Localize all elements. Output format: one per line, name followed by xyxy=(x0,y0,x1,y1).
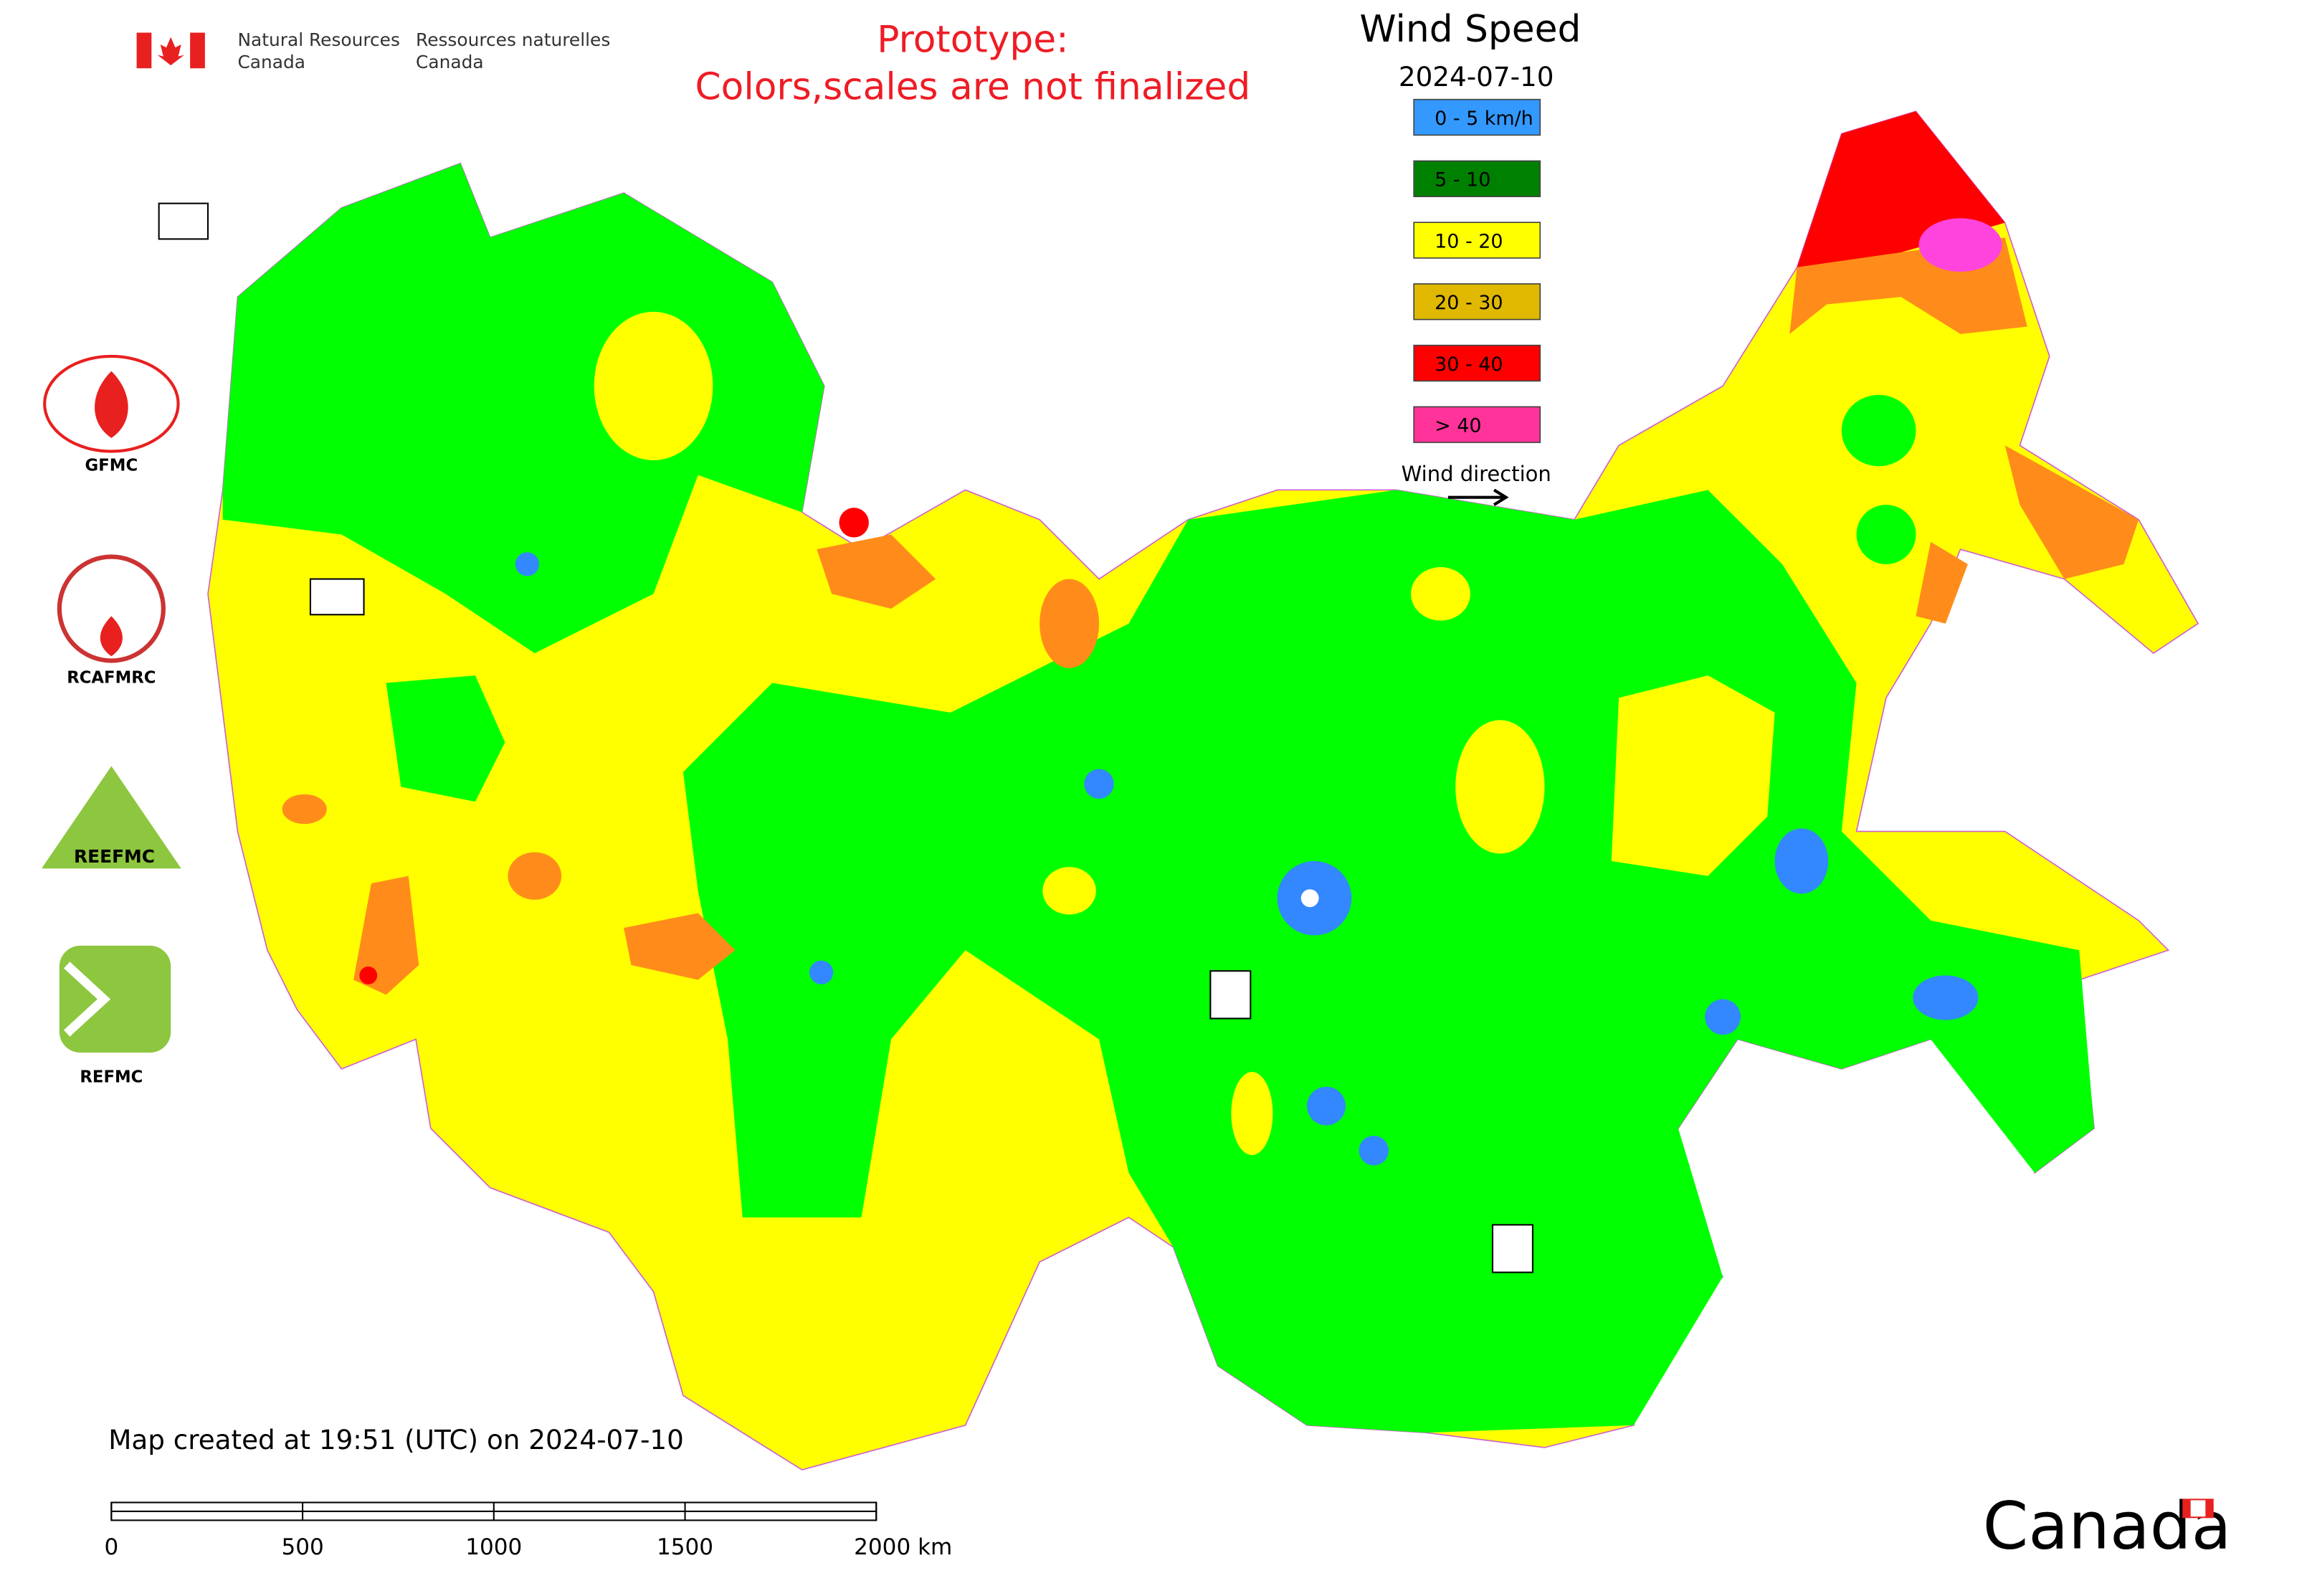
map-logo xyxy=(309,578,365,616)
legend-label: > 40 xyxy=(1435,415,1481,437)
dept-fr: Canada xyxy=(416,52,484,72)
legend: 0 - 5 km/h 5 - 10 10 - 20 20 - 30 30 - 40 > 4… xyxy=(1413,98,1541,443)
flag-bar xyxy=(190,32,205,69)
logo-label: REFMC xyxy=(80,1068,143,1087)
zone-blue xyxy=(1913,975,1979,1020)
nrcan-signature: Natural Resources Canada Ressources natu… xyxy=(136,29,610,72)
zone-yellow xyxy=(1411,567,1470,621)
wind-arrow xyxy=(1447,488,1509,506)
map-logo xyxy=(1209,970,1252,1020)
legend-date: 2024-07-10 xyxy=(1399,61,1554,92)
map-logo xyxy=(158,202,209,240)
legend-label: 10 - 20 xyxy=(1435,230,1503,252)
side-logos: GFMC RCAFMRC REEFMC REFMC xyxy=(42,354,181,1087)
scale-label: 500 xyxy=(281,1534,323,1560)
created-note: Map created at 19:51 (UTC) on 2024-07-10 xyxy=(108,1424,684,1455)
logo-flame xyxy=(100,616,123,657)
zone-yellow xyxy=(1042,867,1096,915)
logo-rcafmrc xyxy=(57,554,166,663)
notice: Colors,scales are not finalized xyxy=(695,66,1251,109)
zone-blue xyxy=(1705,999,1741,1035)
zone-orange xyxy=(1916,541,1968,624)
scale-label: 1000 xyxy=(465,1534,522,1560)
logo-reefmc xyxy=(42,766,181,869)
zone-magenta xyxy=(1918,218,2002,272)
zone-orange xyxy=(2004,445,2139,579)
legend-swatch xyxy=(1413,283,1541,320)
legend-label: 20 - 30 xyxy=(1435,292,1503,314)
zone-yellow xyxy=(1611,675,1775,876)
zone-orange xyxy=(624,913,736,980)
arrow-label: Wind direction xyxy=(1402,462,1551,486)
dept-en: Canada xyxy=(237,52,305,72)
map-logo xyxy=(1491,1224,1533,1273)
zone-green xyxy=(386,675,505,802)
logo-flame xyxy=(95,371,128,438)
logo-mark: REEFMC xyxy=(74,846,155,867)
legend-label: 5 - 10 xyxy=(1435,169,1490,191)
canada-wordmark: Canada xyxy=(1983,1488,2232,1564)
logo-sigma xyxy=(64,961,111,1037)
logo-label: GFMC xyxy=(85,456,138,475)
wordmark-flag-bar xyxy=(2183,1499,2191,1518)
zone-red xyxy=(839,508,869,538)
zone-yellow xyxy=(594,311,713,460)
maple-leaf xyxy=(157,37,184,66)
wordmark-flag-bar xyxy=(2205,1499,2213,1518)
zone-orange xyxy=(817,534,936,609)
notice: Prototype: xyxy=(877,18,1068,61)
legend-label: 0 - 5 km/h xyxy=(1435,108,1533,130)
zone-blue xyxy=(515,552,539,576)
zone-blue xyxy=(1307,1086,1346,1126)
wind-map xyxy=(158,110,2199,1471)
legend-swatch xyxy=(1413,406,1541,443)
scale-label: 1500 xyxy=(657,1534,713,1560)
zone-blue xyxy=(809,960,834,984)
zone-orange xyxy=(1040,579,1099,668)
zone-orange xyxy=(282,794,327,825)
legend-swatch xyxy=(1413,98,1541,136)
zone-blue xyxy=(1774,828,1829,894)
zone-orange xyxy=(353,875,419,995)
zone-yellow xyxy=(1231,1072,1273,1156)
scale-label: 0 xyxy=(104,1534,118,1560)
zone-red xyxy=(359,966,378,984)
dept-en: Natural Resources xyxy=(237,29,399,50)
zone-green xyxy=(1856,505,1916,564)
legend-title: Wind Speed xyxy=(1359,8,1581,51)
legend-swatch xyxy=(1413,222,1541,259)
zone-center xyxy=(1300,889,1319,908)
zone-green xyxy=(1841,394,1916,467)
legend-swatch xyxy=(1413,344,1541,382)
zone-orange xyxy=(508,852,562,900)
dept-fr: Ressources naturelles xyxy=(416,29,610,50)
legend-label: 30 - 40 xyxy=(1435,353,1503,376)
zone-yellow xyxy=(1455,720,1545,854)
legend-swatch xyxy=(1413,160,1541,197)
zone-blue xyxy=(1359,1136,1389,1166)
flag-bar xyxy=(136,32,152,69)
logo-gfmc xyxy=(43,354,180,453)
scale-label: 2000 km xyxy=(854,1534,952,1560)
scale-bar: 0 500 1000 1500 2000 km xyxy=(104,1501,952,1560)
zone-blue xyxy=(1084,769,1114,799)
logo-label: RCAFMRC xyxy=(67,669,156,688)
zone-green xyxy=(222,163,824,654)
logo-refmc xyxy=(59,946,171,1053)
